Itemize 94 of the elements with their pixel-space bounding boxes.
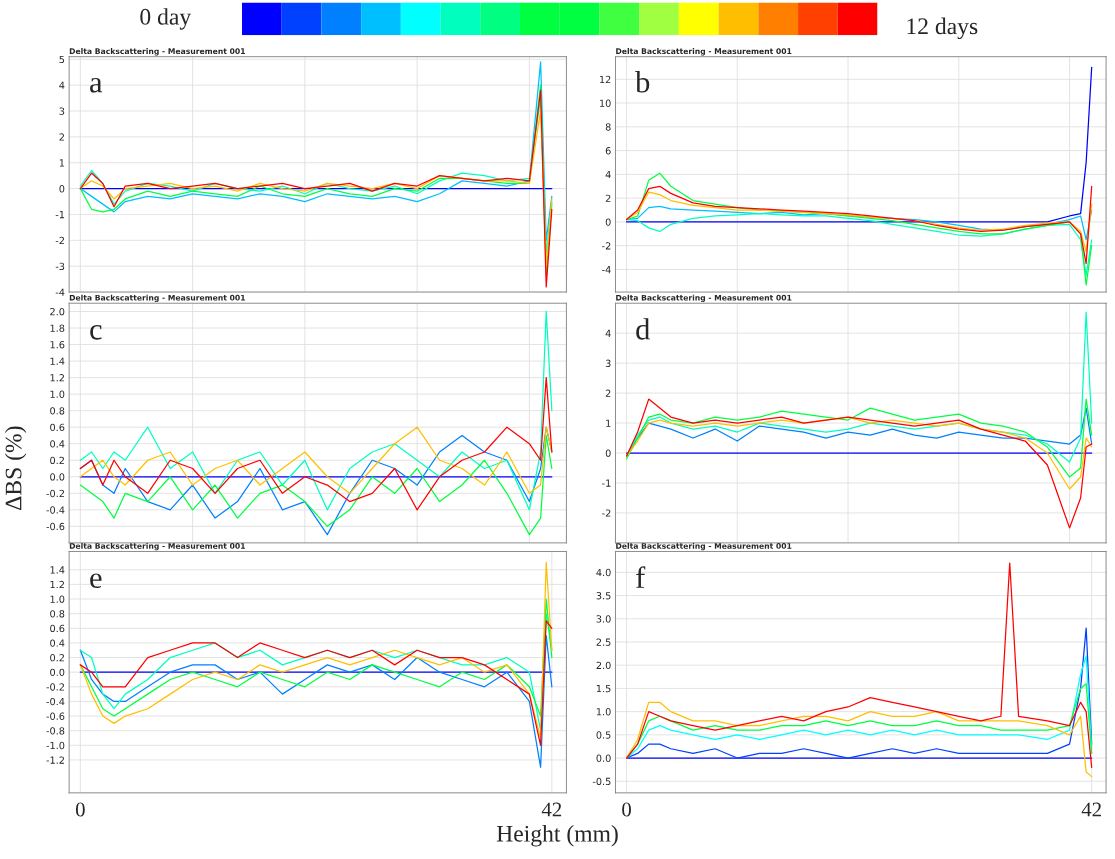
y-tick-label: 0.2 bbox=[50, 654, 64, 662]
y-tick-label: -0.6 bbox=[46, 712, 65, 720]
y-tick-label: 0.4 bbox=[50, 639, 65, 647]
annotation: a bbox=[90, 77, 103, 93]
y-tick-label: 4.0 bbox=[596, 568, 611, 577]
line-series bbox=[79, 61, 553, 241]
y-tick-label: 2 bbox=[59, 133, 64, 141]
y-tick-label: 0.6 bbox=[50, 624, 65, 633]
y-tick-label: -0.5 bbox=[592, 777, 611, 786]
y-tick-label: 3 bbox=[605, 359, 611, 367]
y-tick-label: 4 bbox=[605, 329, 611, 337]
y-tick-label: 2.0 bbox=[596, 661, 611, 670]
text: 12 days bbox=[907, 17, 978, 40]
y-tick-label: 0 bbox=[59, 185, 65, 193]
y-tick-label: 0.4 bbox=[50, 440, 65, 448]
line-series bbox=[625, 701, 1093, 778]
line-series bbox=[625, 627, 1093, 759]
line-series bbox=[79, 620, 553, 746]
x-tick-label: 42 bbox=[541, 802, 562, 817]
y-tick-label: -2 bbox=[55, 236, 64, 245]
x-axis-title: Height (mm) bbox=[496, 825, 618, 847]
y-tick-label: 0.0 bbox=[596, 754, 611, 762]
y-tick-label: -4 bbox=[602, 266, 611, 274]
line-series bbox=[625, 185, 1093, 265]
y-tick-label: 1.4 bbox=[50, 566, 65, 574]
y-tick-label: 1.2 bbox=[50, 580, 64, 589]
y-tick-label: 12 bbox=[600, 75, 611, 83]
y-tick-label: 0.8 bbox=[50, 610, 65, 618]
y-tick-label: -3 bbox=[55, 262, 65, 271]
y-tick-label: 2 bbox=[605, 389, 611, 397]
line-series bbox=[79, 426, 553, 494]
x-tick-label: 0 bbox=[75, 802, 85, 817]
y-tick-label: -1.0 bbox=[46, 741, 65, 750]
line-series bbox=[625, 398, 1093, 529]
y-tick-label: 1.0 bbox=[596, 708, 611, 716]
y-tick-label: 2.5 bbox=[596, 638, 611, 646]
annotation: e bbox=[90, 573, 102, 589]
y-tick-label: 4 bbox=[59, 81, 65, 89]
y-tick-label: 1 bbox=[606, 419, 611, 427]
y-tick-label: 8 bbox=[605, 123, 611, 131]
line-series bbox=[79, 310, 553, 511]
y-tick-label: -4 bbox=[55, 288, 65, 296]
y-tick-label: 0 bbox=[605, 218, 611, 226]
y-tick-label: 0.0 bbox=[50, 473, 65, 481]
y-tick-label: 1.0 bbox=[50, 390, 65, 398]
y-tick-label: -0.4 bbox=[46, 506, 65, 514]
y-tick-label: 3.5 bbox=[596, 592, 611, 600]
y-tick-label: -2 bbox=[602, 509, 611, 517]
y-tick-label: 4 bbox=[605, 170, 611, 179]
line-series bbox=[79, 634, 553, 768]
annotation: c bbox=[90, 324, 102, 340]
y-tick-label: -0.4 bbox=[46, 697, 65, 706]
y-tick-label: 3.0 bbox=[596, 615, 611, 623]
y-tick-label: 3 bbox=[59, 107, 65, 115]
annotation: d bbox=[636, 318, 651, 340]
y-tick-label: 2.0 bbox=[50, 307, 65, 316]
text: 0 day bbox=[140, 8, 192, 30]
y-tick-label: -0.2 bbox=[46, 489, 64, 498]
y-tick-label: 2 bbox=[605, 194, 611, 202]
y-tick-label: -2 bbox=[602, 242, 611, 250]
y-tick-label: 1.5 bbox=[596, 685, 611, 693]
line-series bbox=[625, 562, 1093, 768]
y-tick-label: 10 bbox=[600, 99, 611, 107]
x-tick-label: 0 bbox=[622, 802, 631, 817]
annotation: f bbox=[636, 566, 646, 588]
y-tick-label: 1.6 bbox=[50, 341, 65, 349]
y-tick-label: 1.4 bbox=[50, 357, 65, 365]
line-series bbox=[79, 561, 553, 739]
line-series bbox=[79, 376, 553, 511]
line-series bbox=[625, 416, 1093, 490]
line-series bbox=[79, 598, 553, 717]
y-axis-title: ΔBS (%) bbox=[4, 426, 27, 510]
y-tick-label: 1 bbox=[59, 159, 65, 167]
y-tick-label: 0.6 bbox=[50, 423, 65, 432]
y-tick-label: 1.8 bbox=[50, 324, 65, 332]
y-tick-label: -1.2 bbox=[46, 756, 64, 764]
y-tick-label: 5 bbox=[59, 55, 65, 64]
y-tick-label: 0.0 bbox=[50, 668, 65, 676]
y-tick-label: 0.2 bbox=[50, 456, 64, 465]
y-tick-label: 1.0 bbox=[50, 595, 65, 603]
line-series bbox=[625, 398, 1093, 478]
line-series bbox=[625, 66, 1093, 223]
y-tick-label: -1 bbox=[55, 211, 65, 219]
y-tick-label: 0.5 bbox=[596, 731, 611, 739]
y-tick-label: -0.8 bbox=[46, 727, 65, 735]
y-tick-label: -0.6 bbox=[46, 522, 65, 531]
x-tick-label: 42 bbox=[1081, 802, 1101, 817]
y-tick-label: 0.8 bbox=[50, 407, 65, 415]
y-tick-label: -0.2 bbox=[46, 683, 64, 691]
y-tick-label: 0 bbox=[605, 449, 611, 457]
annotation: b bbox=[635, 71, 650, 93]
y-tick-label: -1 bbox=[602, 479, 611, 487]
y-tick-label: 6 bbox=[605, 147, 611, 155]
y-tick-label: 1.2 bbox=[50, 374, 64, 382]
